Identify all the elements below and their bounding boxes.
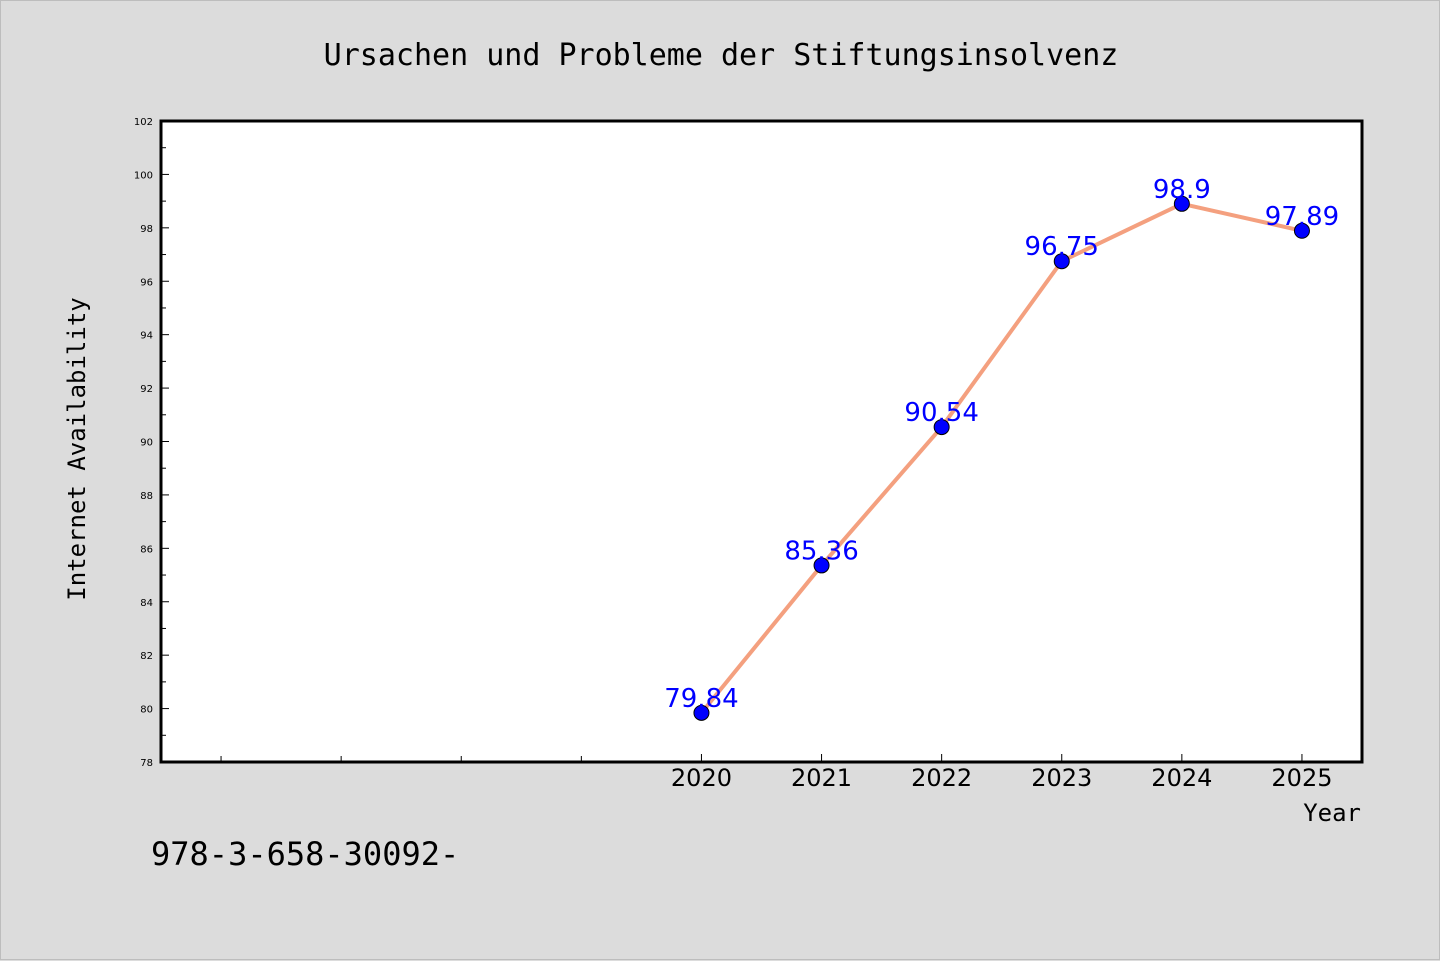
chart-title: Ursachen und Probleme der Stiftungsinsol… <box>324 38 1119 73</box>
data-label: 98.9 <box>1153 175 1211 205</box>
data-label: 97.89 <box>1265 202 1339 232</box>
x-tick-label: 2021 <box>791 764 852 792</box>
x-tick-label: 2022 <box>911 764 972 792</box>
footnote: 978-3-658-30092- <box>151 835 459 873</box>
data-point <box>1173 195 1190 212</box>
data-point <box>813 557 830 574</box>
data-point <box>933 419 950 436</box>
x-tick-label: 2025 <box>1271 764 1332 792</box>
y-tick-label: 88 <box>140 491 153 502</box>
data-label: 96.75 <box>1025 232 1099 262</box>
y-tick-label: 82 <box>140 651 153 662</box>
y-tick-label: 80 <box>140 705 153 716</box>
y-tick-label: 90 <box>140 438 153 449</box>
x-tick-label: 2023 <box>1031 764 1092 792</box>
series-group: 79.84 85.36 90.54 96.75 98.9 97.89 <box>664 175 1339 721</box>
y-tick-label: 96 <box>140 277 153 288</box>
x-axis-label: Year <box>1303 799 1361 827</box>
y-tick-label: 100 <box>134 170 153 181</box>
x-axis: 2020 2021 2022 2023 2024 2025 <box>220 754 1332 792</box>
data-label: 85.36 <box>784 536 858 566</box>
y-tick-label: 102 <box>134 117 153 128</box>
y-tick-label: 94 <box>140 331 153 342</box>
y-tick-label: 92 <box>140 384 153 395</box>
x-tick-label: 2024 <box>1151 764 1212 792</box>
y-tick-label: 86 <box>140 544 153 555</box>
data-point <box>1293 222 1310 239</box>
y-tick-label: 84 <box>140 598 153 609</box>
data-label: 90.54 <box>904 398 978 428</box>
y-tick-label: 98 <box>140 224 153 235</box>
data-point <box>693 704 710 721</box>
y-tick-label: 78 <box>140 758 153 769</box>
x-tick-label: 2020 <box>671 764 732 792</box>
y-axis: 78 80 82 84 86 88 90 92 94 96 98 100 102 <box>134 117 169 769</box>
plot-area <box>159 119 1364 764</box>
data-label: 79.84 <box>664 684 738 714</box>
y-axis-label: Internet Availability <box>63 297 91 600</box>
data-point <box>1053 253 1070 270</box>
series-line <box>699 201 1303 715</box>
